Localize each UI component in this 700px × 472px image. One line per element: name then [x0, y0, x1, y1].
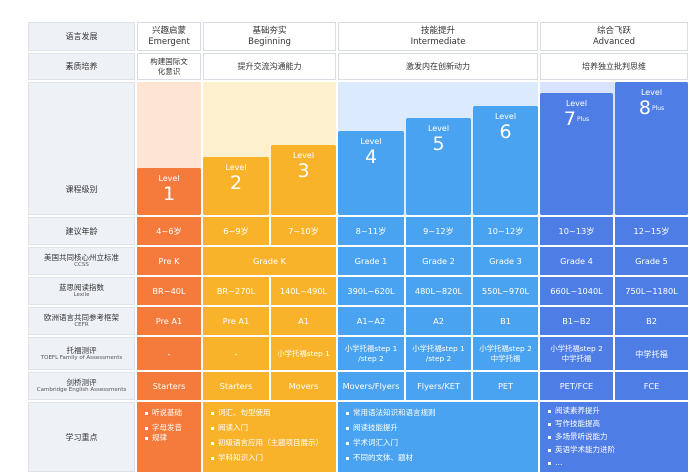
focus-beginning-item: 学科知识入门 — [211, 453, 263, 462]
lexile-l7: 660L~1040L — [540, 277, 613, 305]
ccss-l2-l3: Grade K — [203, 247, 336, 275]
focus-emergent-item-cont: 规律 — [145, 433, 167, 442]
age-l8: 12~15岁 — [615, 217, 688, 245]
row-label-focus: 学习重点 — [28, 402, 135, 472]
focus-emergent-item: 字母发音 — [145, 423, 182, 432]
focus-beginning-item: 初级语言应用（主题项目展示） — [211, 438, 323, 447]
cefr-l1: Pre A1 — [137, 307, 201, 335]
lexile-l6: 550L~970L — [473, 277, 538, 305]
cambridge-l6: PET — [473, 372, 538, 400]
toefl-l2: - — [203, 337, 269, 370]
focus-emergent: 听说基础 字母发音 规律 — [137, 402, 201, 472]
age-l5: 9~12岁 — [406, 217, 471, 245]
literacy-goal-intermediate: 激发内在创新动力 — [338, 53, 538, 80]
age-l6: 10~12岁 — [473, 217, 538, 245]
cambridge-l2: Starters — [203, 372, 269, 400]
lexile-l5: 480L~820L — [406, 277, 471, 305]
row-label-literacy: 素质培养 — [28, 53, 135, 80]
focus-beginning-item: 阅读入门 — [211, 423, 248, 432]
stage-advanced: 综合飞跃 Advanced — [540, 22, 688, 51]
toefl-l1: - — [137, 337, 201, 370]
ccss-l1: Pre K — [137, 247, 201, 275]
toefl-l4: 小学托福step 1 /step 2 — [338, 337, 404, 370]
level-3-block: Level 3 — [271, 145, 336, 215]
focus-beginning: 词汇、句型使用 阅读入门 初级语言应用（主题项目展示） 学科知识入门 — [203, 402, 336, 472]
cefr-l3: A1 — [271, 307, 336, 335]
level-4-block: Level 4 — [338, 131, 404, 215]
cefr-l5: A2 — [406, 307, 471, 335]
focus-advanced: 阅读素养提升 写作技能提高 多场景听说能力 英语学术能力进阶 … — [540, 402, 688, 472]
ccss-l8: Grade 5 — [615, 247, 688, 275]
row-label-ccss: 美国共同核心州立标准 CCSS — [28, 247, 135, 275]
toefl-l8: 中学托福 — [615, 337, 688, 370]
lexile-l4: 390L~620L — [338, 277, 404, 305]
toefl-l7: 小学托福step 2 中学托福 — [540, 337, 613, 370]
literacy-goal-emergent: 构建国际文化意识 — [137, 53, 201, 80]
toefl-l3: 小学托福step 1 — [271, 337, 336, 370]
stage-intermediate: 技能提升 Intermediate — [338, 22, 538, 51]
focus-intermediate-item: 学术词汇入门 — [346, 438, 398, 447]
age-l1: 4~6岁 — [137, 217, 201, 245]
stage-beginning: 基础夯实 Beginning — [203, 22, 336, 51]
toefl-l6: 小学托福step 2 中学托福 — [473, 337, 538, 370]
row-label-course-level: 课程级别 — [28, 82, 135, 215]
cambridge-l8: FCE — [615, 372, 688, 400]
row-label-cefr: 欧洲语言共同参考框架 CEFR — [28, 307, 135, 335]
ccss-l7: Grade 4 — [540, 247, 613, 275]
focus-advanced-item: 阅读素养提升 — [548, 406, 600, 415]
focus-advanced-item: … — [548, 458, 563, 467]
cefr-l6: B1 — [473, 307, 538, 335]
focus-advanced-item: 写作技能提高 — [548, 419, 600, 428]
cefr-l8: B2 — [615, 307, 688, 335]
cefr-l2: Pre A1 — [203, 307, 269, 335]
age-l2: 6~9岁 — [203, 217, 269, 245]
literacy-goal-advanced: 培养独立批判思维 — [540, 53, 688, 80]
row-label-language: 语言发展 — [28, 22, 135, 51]
age-l7: 10~13岁 — [540, 217, 613, 245]
cambridge-l3: Movers — [271, 372, 336, 400]
cambridge-l5: Flyers/KET — [406, 372, 471, 400]
level-2-block: Level 2 — [203, 157, 269, 215]
row-label-age: 建议年龄 — [28, 217, 135, 245]
row-label-toefl: 托福测评 TOEFL Family of Assessments — [28, 337, 135, 370]
level-6-block: Level 6 — [473, 106, 538, 215]
level-5-block: Level 5 — [406, 118, 471, 215]
literacy-goal-beginning: 提升交流沟通能力 — [203, 53, 336, 80]
focus-advanced-item: 英语学术能力进阶 — [548, 445, 615, 454]
ccss-l5: Grade 2 — [406, 247, 471, 275]
cambridge-l7: PET/FCE — [540, 372, 613, 400]
toefl-l5: 小学托福step 1 /step 2 — [406, 337, 471, 370]
focus-advanced-item: 多场景听说能力 — [548, 432, 608, 441]
ccss-l6: Grade 3 — [473, 247, 538, 275]
focus-emergent-item: 听说基础 — [145, 408, 182, 417]
cambridge-l1: Starters — [137, 372, 201, 400]
age-l3: 7~10岁 — [271, 217, 336, 245]
level-8-plus-block: Level 8Plus — [615, 82, 688, 215]
lexile-l3: 140L~490L — [271, 277, 336, 305]
focus-beginning-item: 词汇、句型使用 — [211, 408, 271, 417]
row-label-cambridge: 剑桥测评 Cambridge English Assessments — [28, 372, 135, 400]
lexile-l2: BR~270L — [203, 277, 269, 305]
focus-intermediate-item: 常用语法知识和语言规则 — [346, 408, 436, 417]
cambridge-l4: Movers/Flyers — [338, 372, 404, 400]
age-l4: 8~11岁 — [338, 217, 404, 245]
row-label-lexile: 蓝思阅读指数 Lexile — [28, 277, 135, 305]
cefr-l4: A1~A2 — [338, 307, 404, 335]
focus-intermediate: 常用语法知识和语言规则 阅读技能提升 学术词汇入门 不同的文体、题材 — [338, 402, 538, 472]
ccss-l4: Grade 1 — [338, 247, 404, 275]
level-1-block: Level 1 — [137, 168, 201, 215]
focus-intermediate-item: 阅读技能提升 — [346, 423, 398, 432]
stage-emergent: 兴趣启蒙 Emergent — [137, 22, 201, 51]
focus-intermediate-item: 不同的文体、题材 — [346, 453, 413, 462]
lexile-l1: BR~40L — [137, 277, 201, 305]
lexile-l8: 750L~1180L — [615, 277, 688, 305]
level-7-plus-block: Level 7Plus — [540, 93, 613, 215]
cefr-l7: B1~B2 — [540, 307, 613, 335]
